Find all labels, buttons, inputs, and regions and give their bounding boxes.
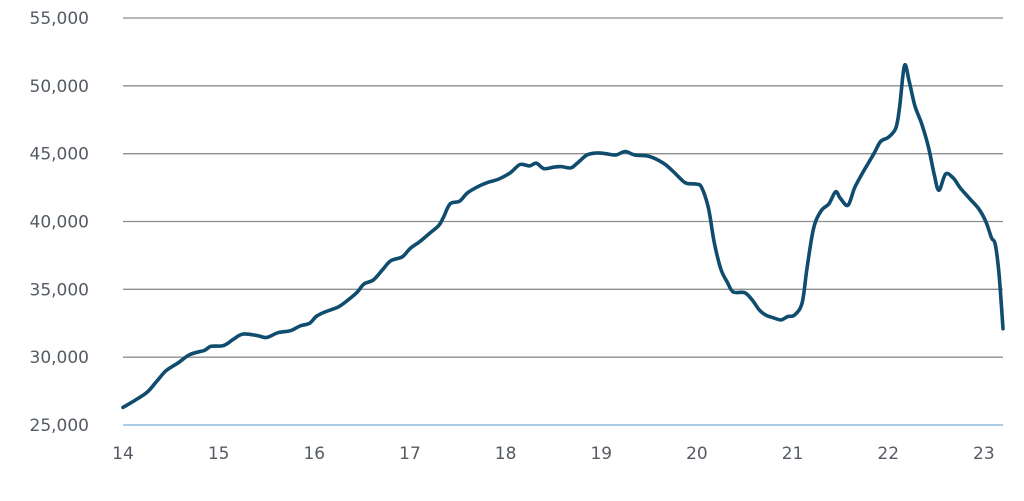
y-tick-label: 25,000 bbox=[30, 416, 89, 436]
x-tick-label: 18 bbox=[495, 444, 517, 464]
y-tick-label: 55,000 bbox=[30, 9, 89, 29]
y-tick-label: 45,000 bbox=[30, 145, 89, 165]
x-tick-label: 23 bbox=[973, 444, 995, 464]
gridlines bbox=[123, 17, 1003, 426]
y-tick-label: 35,000 bbox=[30, 280, 89, 300]
x-tick-label: 15 bbox=[208, 444, 230, 464]
x-tick-label: 20 bbox=[686, 444, 708, 464]
x-axis-tick-labels: 14 15 16 17 18 19 20 21 22 23 bbox=[112, 444, 995, 464]
y-tick-label: 50,000 bbox=[30, 77, 89, 97]
y-axis-tick-labels: 25,000 30,000 35,000 40,000 45,000 50,000 55,0… bbox=[30, 9, 89, 436]
y-tick-label: 30,000 bbox=[30, 348, 89, 368]
x-tick-label: 16 bbox=[303, 444, 325, 464]
x-tick-label: 17 bbox=[399, 444, 421, 464]
series-line-0 bbox=[121, 62, 1005, 410]
series-lines bbox=[121, 62, 1005, 410]
x-tick-label: 21 bbox=[782, 444, 804, 464]
y-tick-label: 40,000 bbox=[30, 213, 89, 233]
x-tick-label: 22 bbox=[877, 444, 899, 464]
x-tick-label: 14 bbox=[112, 444, 134, 464]
x-tick-label: 19 bbox=[590, 444, 612, 464]
